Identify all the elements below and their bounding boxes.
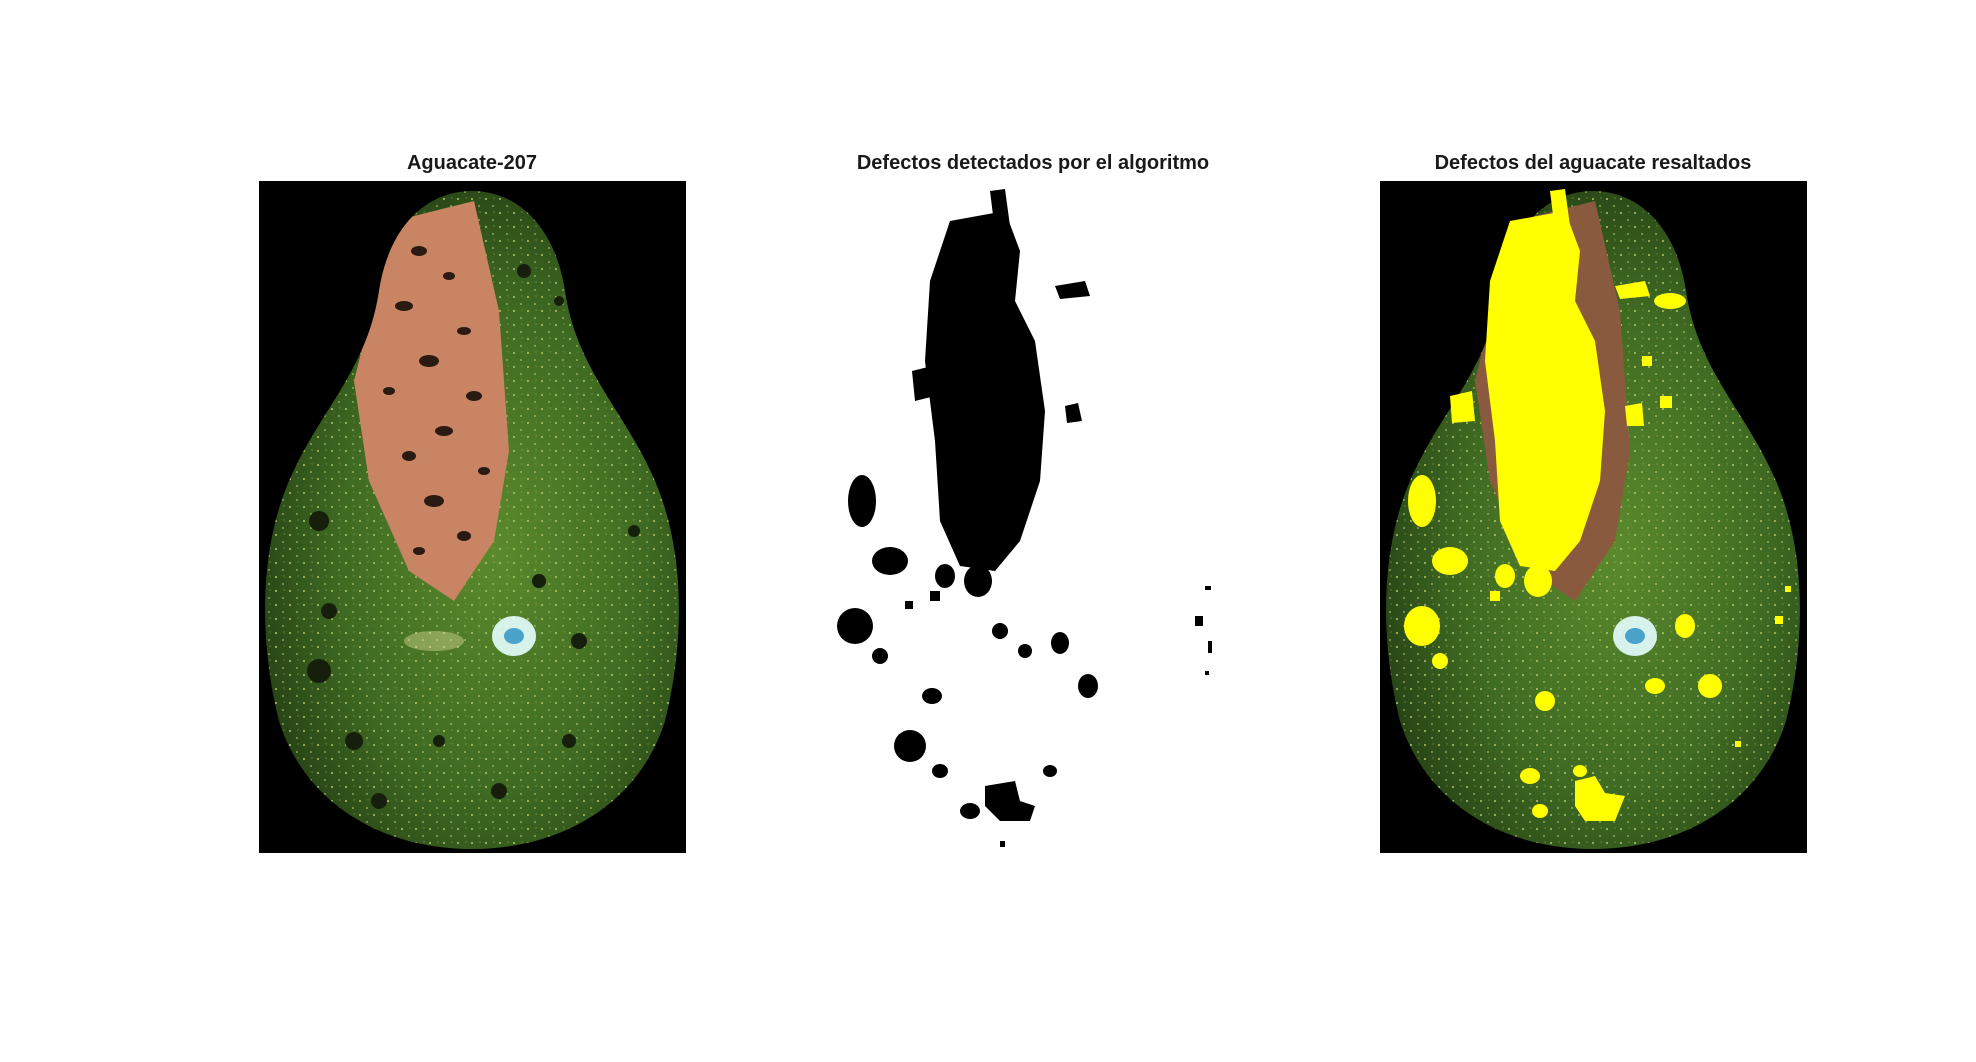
avocado-original-image xyxy=(259,181,686,853)
title-overlay: Defectos del aguacate resaltados xyxy=(1434,152,1752,174)
defect-mask-image xyxy=(820,181,1247,853)
mask-blobs xyxy=(837,189,1212,847)
highlighted-defects xyxy=(1404,189,1791,821)
avocado-original-svg xyxy=(259,181,686,853)
defect-patch xyxy=(354,201,509,601)
avocado-highlighted-svg xyxy=(1380,181,1807,853)
title-original: Aguacate-207 xyxy=(406,152,538,174)
defect-mask-svg xyxy=(820,181,1247,853)
avocado-highlighted-image xyxy=(1380,181,1807,853)
title-mask: Defectos detectados por el algoritmo xyxy=(856,152,1210,174)
